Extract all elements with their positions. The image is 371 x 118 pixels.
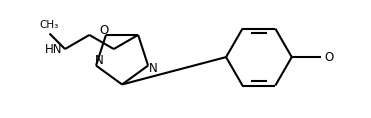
Text: O: O: [325, 51, 334, 64]
Text: CH₃: CH₃: [39, 20, 58, 30]
Text: N: N: [95, 54, 104, 67]
Text: N: N: [148, 62, 157, 75]
Text: O: O: [99, 24, 108, 37]
Text: HN: HN: [45, 42, 62, 56]
